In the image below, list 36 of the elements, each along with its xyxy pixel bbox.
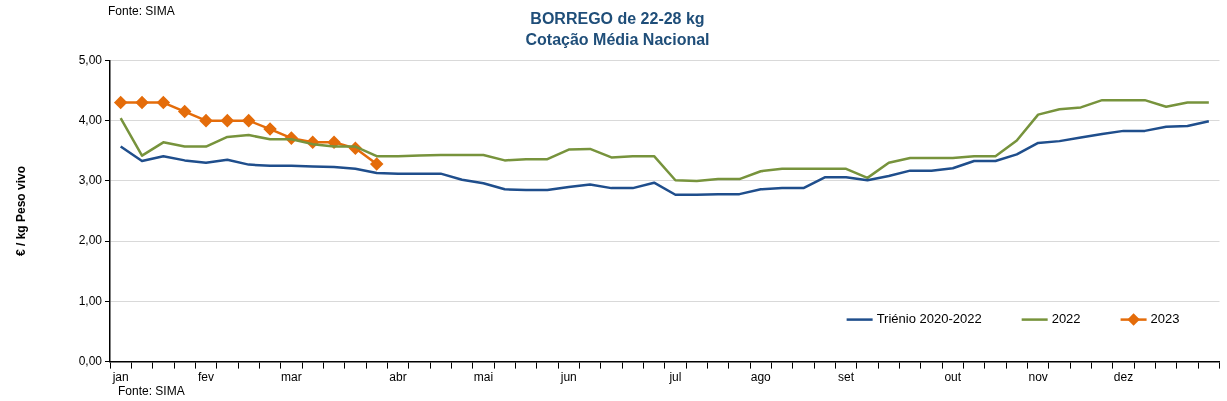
x-tick-label: set (838, 370, 855, 385)
y-tick-label: 3,00 (78, 173, 103, 188)
point (242, 114, 255, 127)
y-tick-label: 0,00 (78, 353, 103, 368)
source-note: Fonte: SIMA (108, 4, 175, 19)
point (114, 96, 127, 109)
legend-label: 2022 (1051, 311, 1081, 327)
point (327, 136, 341, 149)
point (263, 122, 277, 136)
legend-label: Triénio 2020-2022 (876, 311, 982, 327)
chart-title: BORREGO de 22-28 kg (530, 10, 705, 28)
point (157, 96, 170, 109)
chart-subtitle: Cotação Média Nacional (525, 31, 710, 49)
point (135, 96, 149, 109)
x-tick-label: jul (668, 370, 682, 385)
y-tick-label: 5,00 (78, 52, 103, 67)
point (178, 105, 191, 118)
x-tick-label: jun (559, 370, 577, 385)
point (370, 157, 383, 171)
point (199, 114, 213, 127)
y-tick-label: 4,00 (78, 112, 103, 127)
x-tick-label: mai (473, 370, 494, 385)
x-tick-label: ago (750, 370, 772, 385)
x-tick-label: nov (1028, 370, 1048, 385)
x-tick-label: jan (111, 370, 129, 385)
x-tick-label: dez (1113, 370, 1134, 385)
x-tick-label: out (944, 370, 962, 385)
y-axis-title: € / kg Peso vivo (13, 165, 28, 257)
legend-label: 2023 (1150, 311, 1180, 327)
source-note: Fonte: SIMA (118, 384, 185, 399)
x-tick-label: abr (389, 370, 407, 385)
y-tick-label: 1,00 (78, 293, 103, 308)
point (221, 114, 234, 127)
x-tick-label: fev (198, 370, 215, 385)
y-tick-label: 2,00 (78, 233, 103, 248)
x-tick-label: mar (281, 370, 302, 385)
